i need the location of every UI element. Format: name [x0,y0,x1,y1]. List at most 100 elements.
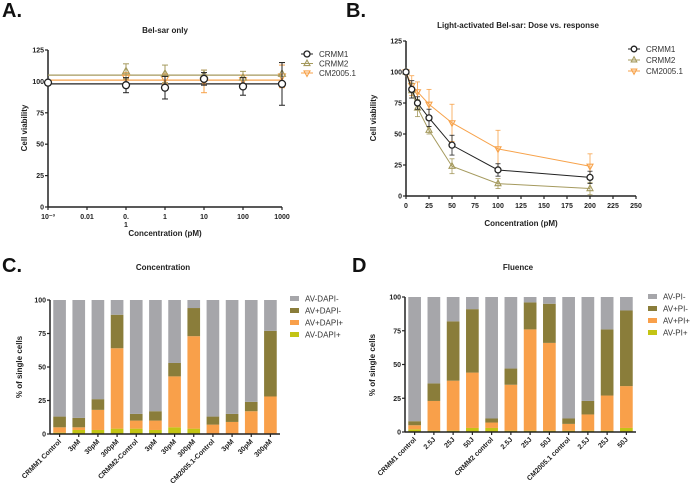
chart-c-bar-segment [187,308,201,337]
chart-d-xtick-label: 50J [540,436,553,449]
chart-d-xtick-label: 2.5J [500,436,515,451]
chart-b-xtick-label: 175 [561,203,573,210]
chart-a-legend-label: CRMM2 [319,60,349,69]
chart-d-bar-segment [466,297,479,310]
chart-b-xtick-label: 75 [471,203,479,210]
chart-d-bar-segment [523,329,537,431]
chart-a-legend-marker [303,58,311,67]
chart-b-data-point [586,173,594,182]
chart-a-xtick-label: 0.01 [80,214,94,221]
chart-c-bar-segment [244,300,258,402]
chart-b-data-point [425,125,433,133]
chart-a-ytick-label: 50 [36,142,44,149]
chart-c-xtick-label: 30pM [237,438,255,456]
chart-b-ytick-label: 100 [390,70,402,77]
chart-c-bar-segment [53,300,66,417]
chart-a-data-point [121,66,131,75]
chart-c-bar-segment [129,300,143,414]
chart-a-ytick-label: 75 [36,110,44,117]
chart-d-bar-segment [446,380,460,431]
chart-d-ytick-label: 100 [389,295,401,302]
chart-c-bar-segment [225,421,239,434]
chart-c-bar-segment [244,411,258,434]
chart-d-bar-segment [620,297,633,311]
chart-d-ytick-label: 0 [397,430,401,437]
chart-a-data-point [238,82,248,91]
chart-b-legend-label: CRMM2 [646,56,676,65]
chart-b-data-point [402,68,410,76]
chart-a-xtick-sublabel: 1 [124,222,128,229]
chart-c-bar-segment [168,376,181,428]
chart-b-xtick-label: 225 [607,203,619,210]
chart-b-plot: 0 25 50 75 100 125 0 25 50 75 100 125 150 175 200 225 25… [390,39,683,211]
panel-letter-d: D [352,255,366,277]
chart-c-bar-segment [129,428,143,434]
chart-c-legend-swatch [290,296,299,301]
chart-d-legend-label: AV+PI+ [663,317,690,326]
chart-c-bar-segment [225,300,239,414]
chart-c-bar-segment [110,428,124,434]
chart-c-bar-segment [110,300,124,315]
chart-b-legend-marker [630,45,638,53]
chart-d-bar-segment [408,297,421,422]
chart-c-bar-segment [72,300,86,418]
chart-a-xtick-label: 1 [163,214,167,221]
chart-a-ytick-label: 100 [32,79,44,86]
chart-d-ytick-label: 75 [393,328,401,335]
chart-c-xtick-label: 30pM [84,438,102,456]
panel-letter-c: C. [2,255,22,277]
chart-b-xtick-label: 125 [515,203,527,210]
chart-d-xtick-label: 25J [597,436,610,449]
chart-c-ytick-label: 50 [38,365,46,372]
chart-d-bar-segment [620,310,633,387]
chart-c-bar-segment [53,416,66,428]
chart-a-ylabel: Cell viability [20,104,29,151]
chart-b-data-point [586,183,594,192]
chart-b-data-point [413,89,422,97]
chart-d-legend-swatch [648,294,657,299]
chart-b-xtick-label: 50 [448,203,456,210]
chart-d-legend-label: AV-PI+ [663,329,688,338]
chart-d-xtick-label: 2.5J [577,436,592,451]
chart-d-legend-swatch [648,330,657,335]
chart-d-bar-segment [581,297,595,401]
chart-d-bar-segment [562,423,575,431]
chart-a-title: Bel-sar only [142,26,188,35]
chart-c-bar-segment [225,413,239,422]
chart-b-data-point [413,99,422,107]
chart-d-bar-segment [543,303,556,343]
chart-d-bar-segment [504,368,518,385]
chart-c-bar-segment [149,420,162,430]
chart-b-data-point [448,120,456,128]
chart-b-xtick-label: 250 [630,203,642,210]
chart-a-ytick-label: 125 [32,48,44,55]
chart-c-bar-segment [244,401,258,412]
chart-c-bar-segment [168,427,181,434]
chart-c-bar-segment [110,314,124,349]
chart-c-bar-segment [110,348,124,429]
chart-b-title: Light-activated Bel-sar: Dose vs. respon… [437,21,599,30]
chart-b-data-point [448,161,456,169]
chart-d-bar-segment [543,297,556,304]
chart-c-xtick-label: 3pM [221,438,236,453]
chart-c-bar-segment [264,330,277,397]
chart-d-legend-swatch [648,318,657,323]
chart-b-legend-label: CM2005.1 [646,67,683,76]
chart-c-bar-segment [206,300,220,417]
chart-b-ytick-label: 0 [398,194,402,201]
chart-c-bar-segment [91,300,105,400]
chart-d-ytick-label: 25 [393,396,401,403]
chart-d-bar-segment [562,418,575,424]
chart-c-xtick-label: 3pM [144,438,159,453]
chart-b-data-point [408,85,416,94]
chart-b-xlabel: Concentration (pM) [484,219,558,228]
chart-d-legend-label: AV-PI- [663,293,686,302]
chart-d-bar-segment [446,321,460,381]
chart-c-bar-segment [149,300,162,412]
chart-a-data-point [160,83,170,92]
chart-a-data-point [43,78,53,87]
chart-d-ylabel: % of single cells [368,333,377,396]
